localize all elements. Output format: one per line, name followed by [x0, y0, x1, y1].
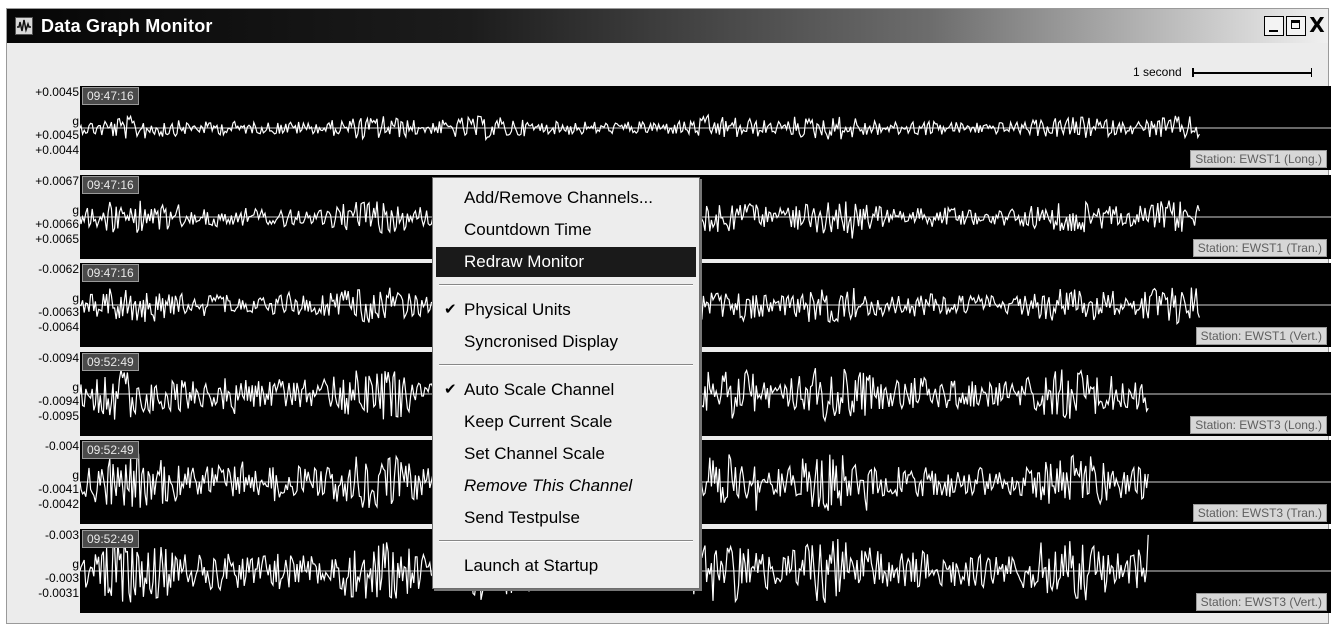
window-title: Data Graph Monitor — [41, 16, 213, 36]
menu-item-physical-units[interactable]: ✔ Physical Units — [436, 295, 696, 325]
waveform-trace — [80, 286, 1331, 331]
waveform-trace — [80, 453, 1331, 511]
y-axis-bottom-label: +0.0065 — [35, 232, 79, 246]
menu-separator — [439, 540, 693, 542]
checkmark-icon: ✔ — [444, 381, 457, 398]
channel-plot[interactable]: 09:52:49 Station: EWST3 (Long.) — [80, 352, 1331, 436]
station-label: Station: EWST1 (Long.) — [1190, 150, 1327, 168]
menu-item-countdown-time[interactable]: Countdown Time — [464, 220, 592, 239]
y-axis-top-label: -0.004 — [44, 439, 79, 453]
station-label: Station: EWST3 (Long.) — [1190, 416, 1327, 434]
y-axis-mid-label: -0.003 — [44, 571, 79, 585]
y-axis-top-label: -0.0094 — [38, 351, 79, 365]
channel-plot[interactable]: 09:47:16 Station: EWST1 (Long.) — [80, 86, 1331, 170]
waveform-trace — [80, 367, 1331, 423]
waveform-icon[interactable] — [15, 17, 33, 35]
channel-plot[interactable]: 09:47:16 Station: EWST1 (Vert.) — [80, 263, 1331, 347]
checkmark-icon: ✔ — [444, 301, 457, 318]
menu-item-redraw-monitor[interactable]: Redraw Monitor — [436, 247, 696, 277]
y-axis-unit-label: g — [72, 557, 79, 571]
y-axis-top-label: -0.003 — [44, 528, 79, 542]
station-label: Station: EWST1 (Vert.) — [1195, 327, 1327, 345]
time-scale-indicator: 1 second — [1117, 65, 1331, 79]
channel-plot[interactable]: 09:47:16 Station: EWST1 (Tran.) — [80, 175, 1331, 259]
waveform-line — [80, 113, 1200, 142]
y-axis-top-label: -0.0062 — [38, 262, 79, 276]
menu-item-syncronised-display[interactable]: Syncronised Display — [464, 332, 619, 351]
timestamp-label: 09:47:16 — [82, 87, 139, 105]
y-axis-bottom-label: +0.0044 — [35, 143, 79, 157]
waveform-trace — [80, 200, 1331, 239]
time-scale-bar — [1192, 69, 1312, 76]
y-axis-bottom-label: -0.0095 — [38, 409, 79, 423]
timestamp-label: 09:47:16 — [82, 176, 139, 194]
y-axis-top-label: +0.0067 — [35, 174, 79, 188]
y-axis-bottom-label: -0.0031 — [38, 586, 79, 600]
station-label: Station: EWST3 (Vert.) — [1195, 593, 1327, 611]
menu-separator — [439, 284, 693, 286]
menu-item-add-remove-channels[interactable]: Add/Remove Channels... — [464, 188, 653, 207]
menu-item-launch-at-startup[interactable]: Launch at Startup — [464, 556, 599, 575]
timestamp-label: 09:52:49 — [82, 530, 139, 548]
y-axis-bottom-label: -0.0042 — [38, 497, 79, 511]
menu-item-set-channel-scale[interactable]: Set Channel Scale — [464, 444, 605, 463]
station-label: Station: EWST1 (Tran.) — [1192, 239, 1327, 257]
y-axis-unit-label: g — [72, 114, 79, 128]
data-graph-monitor-window: Data Graph Monitor X 1 second +0.0045 g +0… — [6, 8, 1331, 624]
y-axis-top-label: +0.0045 — [35, 85, 79, 99]
menu-item-auto-scale-channel[interactable]: ✔ Auto Scale Channel — [436, 375, 696, 405]
menu-item-keep-current-scale[interactable]: Keep Current Scale — [464, 412, 613, 431]
context-menu: Add/Remove Channels... Countdown Time Re… — [432, 177, 700, 589]
time-scale-label: 1 second — [1133, 65, 1182, 79]
y-axis-mid-label: -0.0041 — [38, 482, 79, 496]
y-axis-mid-label: +0.0045 — [35, 128, 79, 142]
timestamp-label: 09:52:49 — [82, 353, 139, 371]
menu-item-send-testpulse[interactable]: Send Testpulse — [464, 508, 580, 527]
maximize-icon[interactable] — [1286, 16, 1306, 36]
y-axis-unit-label: g — [72, 203, 79, 217]
close-icon[interactable]: X — [1309, 13, 1325, 37]
waveform-trace — [80, 534, 1331, 604]
minimize-icon[interactable] — [1264, 16, 1284, 36]
y-axis-mid-label: -0.0094 — [38, 394, 79, 408]
channel-plot[interactable]: 09:52:49 Station: EWST3 (Vert.) — [80, 529, 1331, 613]
y-axis-mid-label: -0.0063 — [38, 305, 79, 319]
station-label: Station: EWST3 (Tran.) — [1192, 504, 1327, 522]
y-axis-unit-label: g — [72, 468, 79, 482]
menu-item-remove-this-channel[interactable]: Remove This Channel — [464, 476, 633, 495]
y-axis-mid-label: +0.0066 — [35, 217, 79, 231]
channel-plot[interactable]: 09:52:49 Station: EWST3 (Tran.) — [80, 440, 1331, 524]
title-bar[interactable]: Data Graph Monitor X — [7, 9, 1328, 43]
y-axis-unit-label: g — [72, 291, 79, 305]
y-axis-unit-label: g — [72, 380, 79, 394]
waveform-trace — [80, 113, 1331, 142]
timestamp-label: 09:47:16 — [82, 264, 139, 282]
timestamp-label: 09:52:49 — [82, 441, 139, 459]
menu-separator — [439, 364, 693, 366]
y-axis-bottom-label: -0.0064 — [38, 320, 79, 334]
